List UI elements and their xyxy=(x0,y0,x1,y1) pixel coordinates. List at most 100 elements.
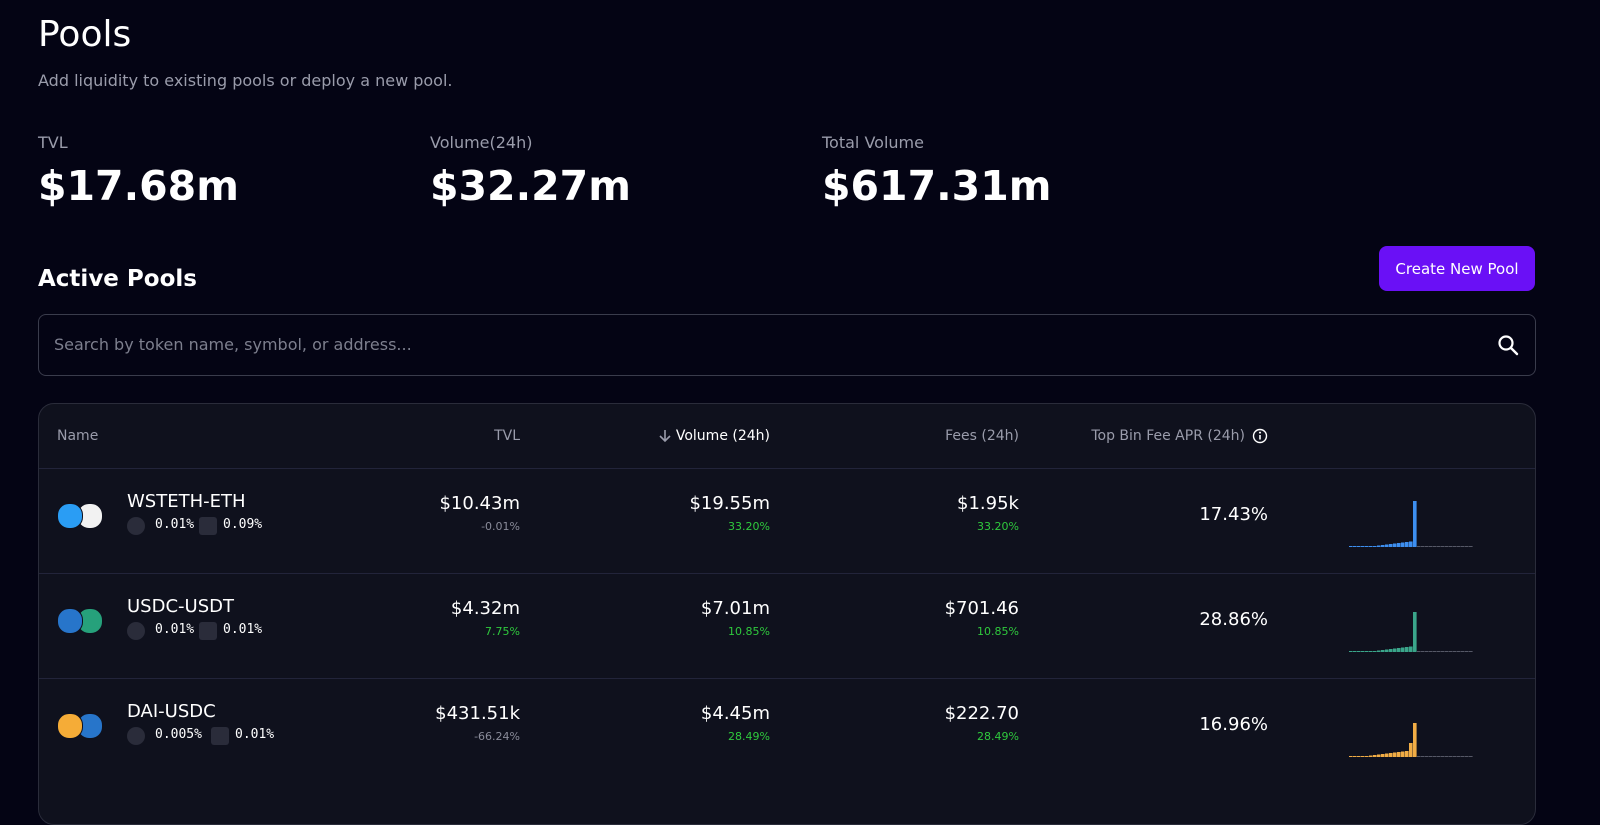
stat-label: Volume(24h) xyxy=(430,133,533,152)
volume-change: 28.49% xyxy=(728,730,770,743)
fees-change: 33.20% xyxy=(977,520,1019,533)
apr: 17.43% xyxy=(1199,504,1268,525)
sketch-bar xyxy=(1401,647,1405,652)
volume-change: 10.85% xyxy=(728,625,770,638)
sketch-bar xyxy=(1369,546,1373,547)
token-icon xyxy=(57,503,83,529)
bin-icon xyxy=(211,727,229,745)
sketch-bar xyxy=(1413,612,1417,652)
sketch-bar xyxy=(1357,546,1361,547)
sketch-bar xyxy=(1421,756,1425,757)
sketch-bar xyxy=(1437,756,1441,757)
bin-step: 0.09% xyxy=(223,517,263,532)
pool-name: USDC-USDT xyxy=(127,596,234,617)
sketch-bar xyxy=(1449,756,1453,757)
sketch-bar xyxy=(1377,545,1381,547)
sketch-bar xyxy=(1453,756,1457,757)
sketch-bar xyxy=(1377,754,1381,757)
column-header[interactable]: TVL xyxy=(494,428,520,444)
sketch-bar xyxy=(1457,546,1461,547)
sketch-bar xyxy=(1405,751,1409,757)
pool-row[interactable]: WSTETH-ETH 0.01% 0.09% $10.43m -0.01% $19.55m… xyxy=(39,468,1535,573)
sketch-bar xyxy=(1441,546,1445,547)
bin-icon xyxy=(199,517,217,535)
fee-icon xyxy=(127,517,145,535)
sketch-bar xyxy=(1453,651,1457,652)
bin-step: 0.01% xyxy=(223,622,263,637)
sketch-bar xyxy=(1425,546,1429,547)
apr: 16.96% xyxy=(1199,714,1268,735)
sketch-bar xyxy=(1445,756,1449,757)
section-title: Active Pools xyxy=(38,266,197,292)
fees-change: 28.49% xyxy=(977,730,1019,743)
pool-row[interactable]: USDC-USDT 0.01% 0.01% $4.32m 7.75% $7.01m 10.8… xyxy=(39,573,1535,678)
sketch-bar xyxy=(1389,649,1393,652)
sketch-bar xyxy=(1453,546,1457,547)
sketch-bar xyxy=(1437,651,1441,652)
create-pool-button[interactable]: Create New Pool xyxy=(1379,246,1535,291)
sketch-bar xyxy=(1393,752,1397,757)
fees-change: 10.85% xyxy=(977,625,1019,638)
page-title: Pools xyxy=(38,14,132,55)
sketch-bar xyxy=(1361,756,1365,757)
sketch-bar xyxy=(1405,647,1409,652)
fees: $701.46 xyxy=(944,598,1019,619)
column-header[interactable]: Fees (24h) xyxy=(945,428,1019,444)
sketch-bar xyxy=(1469,756,1473,757)
fee-icon xyxy=(127,727,145,745)
pool-row[interactable]: DAI-USDC 0.005% 0.01% $431.51k -66.24% $4.45m… xyxy=(39,678,1535,783)
tvl-change: -0.01% xyxy=(481,520,520,533)
volume: $4.45m xyxy=(700,703,770,724)
volume: $7.01m xyxy=(700,598,770,619)
sketch-bar xyxy=(1437,546,1441,547)
sketch-bar xyxy=(1349,546,1353,547)
sketch-bar xyxy=(1465,546,1469,547)
search-box[interactable]: Search by token name, symbol, or address… xyxy=(38,314,1536,376)
stat-value: $617.31m xyxy=(822,162,1052,210)
sketch-bar xyxy=(1441,651,1445,652)
sketch-bar xyxy=(1381,754,1385,757)
sketch-bar xyxy=(1361,546,1365,547)
sketch-bar xyxy=(1397,752,1401,757)
tvl: $431.51k xyxy=(435,703,520,724)
sketch-bar xyxy=(1417,651,1421,652)
sketch-bar xyxy=(1469,651,1473,652)
sketch-bar xyxy=(1469,546,1473,547)
sketch-bar xyxy=(1409,743,1413,757)
column-header[interactable]: Name xyxy=(57,428,99,444)
sketch-bar xyxy=(1393,648,1397,652)
column-header[interactable]: Top Bin Fee APR (24h) xyxy=(1091,428,1245,444)
sketch-bar xyxy=(1353,546,1357,547)
page: Pools {"header": {"title": "Pools", "sub… xyxy=(38,14,1536,825)
sketch-bar xyxy=(1461,651,1465,652)
sketch-bar xyxy=(1445,651,1449,652)
stat-value: $32.27m xyxy=(430,162,631,210)
stat-label: Total Volume xyxy=(822,133,924,152)
info-icon[interactable] xyxy=(1252,428,1268,444)
search-icon[interactable] xyxy=(1497,334,1519,356)
sketch-bar xyxy=(1429,651,1433,652)
sketch-bar xyxy=(1397,648,1401,652)
sketch-bar xyxy=(1413,501,1417,547)
sketch-bar xyxy=(1425,756,1429,757)
stat-label: TVL xyxy=(38,133,68,152)
sketch-bar xyxy=(1385,649,1389,652)
sketch-bar xyxy=(1349,756,1353,757)
sketch-bar xyxy=(1429,756,1433,757)
base-fee: 0.01% xyxy=(155,622,195,637)
column-header[interactable]: Volume (24h) xyxy=(675,428,770,444)
sketch-bar xyxy=(1353,756,1357,757)
sketch-bar xyxy=(1369,651,1373,652)
token-icon xyxy=(57,608,83,634)
sketch-bar xyxy=(1389,753,1393,757)
sketch-bar xyxy=(1421,546,1425,547)
sketch-bar xyxy=(1401,542,1405,547)
tvl: $4.32m xyxy=(450,598,520,619)
pools-table: Name TVL Volume (24h) Fees (24h) Top Bin… xyxy=(38,403,1536,825)
bin-step: 0.01% xyxy=(235,727,275,742)
sketch-bar xyxy=(1381,545,1385,547)
sketch-bar xyxy=(1409,541,1413,547)
liquidity-sketch xyxy=(1349,612,1473,652)
sketch-bar xyxy=(1421,651,1425,652)
sort-arrow xyxy=(659,430,671,443)
